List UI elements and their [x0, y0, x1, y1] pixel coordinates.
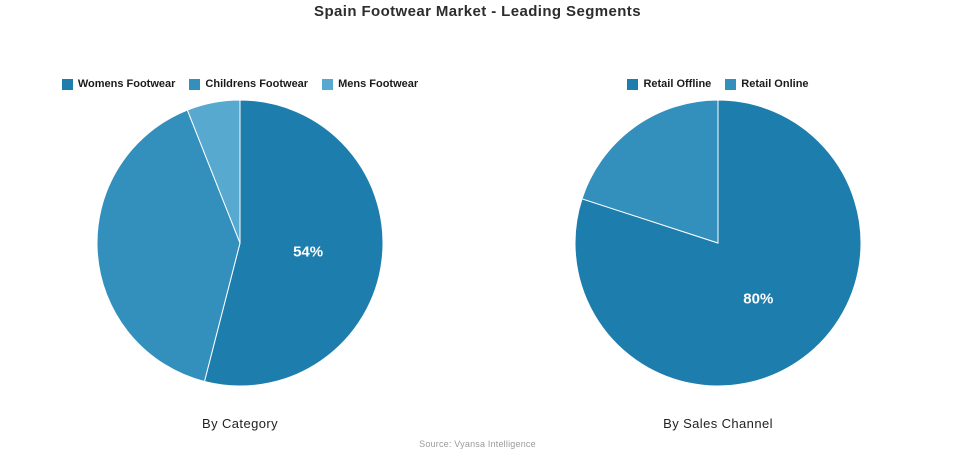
legend-label: Mens Footwear	[338, 78, 419, 90]
legend-swatch	[61, 78, 73, 90]
pie-slice	[203, 99, 384, 387]
legend-swatch	[322, 78, 334, 90]
chart-caption-sales-channel: By Sales Channel	[663, 416, 773, 431]
pie-data-label: 80%	[743, 291, 773, 308]
pie-svg-sales-channel: 80%	[574, 99, 862, 387]
legend-sales-channel: Retail Offline Retail Online	[627, 76, 809, 92]
pie-chart-by-category: Womens Footwear Childrens Footwear Mens Fo…	[30, 76, 450, 431]
pie-slice	[186, 99, 241, 244]
pie-svg-category: 54%	[96, 99, 384, 387]
legend-label: Retail Offline	[643, 78, 712, 90]
legend-item: Retail Online	[725, 78, 809, 90]
legend-swatch	[189, 78, 201, 90]
legend-label: Womens Footwear	[77, 78, 176, 90]
legend-item: Mens Footwear	[322, 78, 418, 90]
pie-slice	[96, 109, 241, 383]
legend-label: Childrens Footwear	[205, 78, 309, 90]
pie-chart-by-sales-channel: Retail Offline Retail Online 80% By Sales…	[508, 76, 928, 431]
legend-item: Childrens Footwear	[189, 78, 308, 90]
source-text: Source: Vyansa Intelligence	[419, 439, 536, 449]
chart-caption-category: By Category	[202, 416, 278, 431]
legend-item: Retail Offline	[627, 78, 711, 90]
legend-category: Womens Footwear Childrens Footwear Mens Fo…	[61, 76, 418, 92]
legend-swatch	[627, 78, 639, 90]
legend-item: Womens Footwear	[61, 78, 176, 90]
pie-slice	[581, 99, 719, 244]
page-title: Spain Footwear Market - Leading Segments	[314, 3, 641, 20]
pie-data-label: 54%	[293, 244, 323, 261]
legend-swatch	[725, 78, 737, 90]
legend-label: Retail Online	[741, 78, 809, 90]
